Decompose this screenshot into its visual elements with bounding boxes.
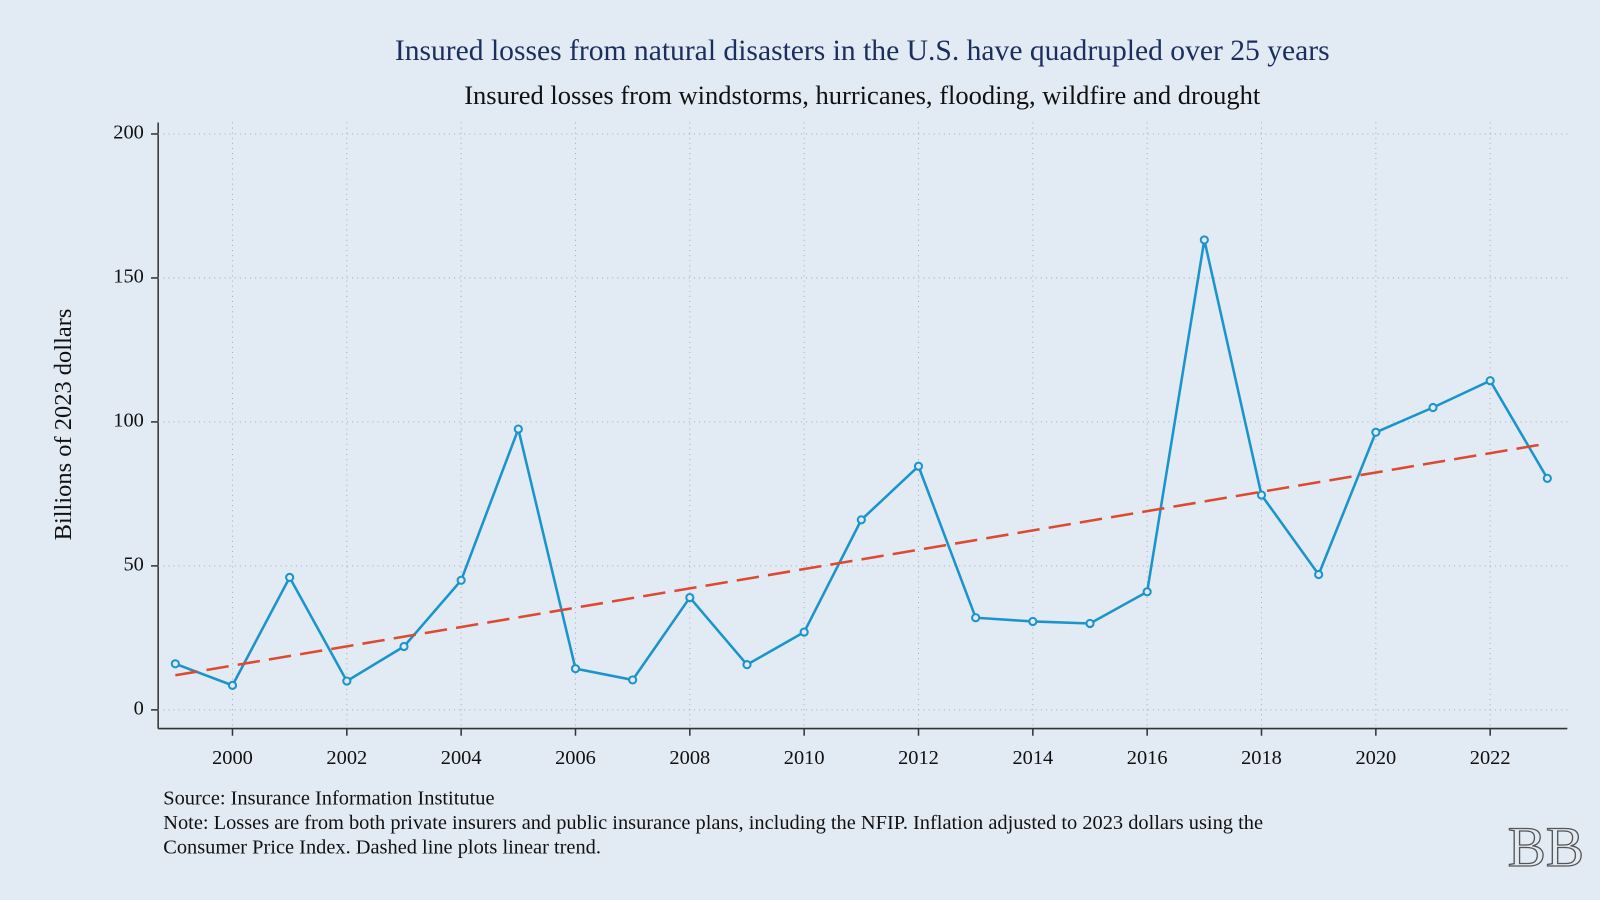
- data-point: [1485, 376, 1495, 386]
- data-point: [1542, 473, 1552, 483]
- x-tick-label: 2010: [784, 747, 825, 769]
- data-point: [570, 664, 581, 674]
- x-tick-label: 2018: [1241, 747, 1282, 769]
- x-tick-label: 2022: [1470, 747, 1511, 769]
- data-point: [1085, 618, 1095, 629]
- data-point: [227, 680, 238, 690]
- data-point: [342, 676, 352, 686]
- data-point: [1028, 616, 1038, 627]
- y-tick-label: 0: [134, 698, 144, 720]
- data-point: [685, 592, 695, 603]
- data-point: [1142, 587, 1152, 597]
- data-point: [399, 641, 409, 652]
- data-point: [285, 572, 295, 582]
- x-tick-label: 2012: [898, 747, 939, 769]
- source: Source: Insurance Information Institutue: [163, 788, 494, 810]
- note-line: Note: Losses are from both private insur…: [163, 812, 1263, 834]
- data-point: [1428, 402, 1438, 413]
- data-point: [1199, 235, 1209, 245]
- x-tick-label: 2014: [1012, 747, 1053, 769]
- chart-subtitle: Insured losses from windstorms, hurrican…: [464, 80, 1261, 110]
- x-tick-label: 2020: [1355, 747, 1396, 769]
- data-point: [1256, 490, 1267, 500]
- chart-title: Insured losses from natural disasters in…: [395, 35, 1330, 67]
- y-tick-label: 50: [123, 554, 143, 576]
- y-axis-label: Billions of 2023 dollars: [50, 309, 77, 541]
- x-tick-label: 2004: [441, 747, 482, 769]
- data-point: [170, 659, 180, 669]
- trend-line: [175, 442, 1548, 677]
- data-point: [742, 660, 752, 670]
- x-tick-label: 2006: [555, 747, 596, 769]
- data-point: [456, 575, 466, 585]
- y-tick-label: 100: [113, 410, 144, 432]
- data-point: [856, 515, 866, 525]
- y-tick-label: 150: [113, 266, 144, 288]
- data-point: [513, 424, 523, 434]
- x-tick-label: 2002: [326, 747, 367, 769]
- x-tick-label: 2016: [1127, 747, 1168, 769]
- logo: BB: [1508, 816, 1584, 879]
- y-tick-label: 200: [113, 122, 144, 144]
- note-line: Consumer Price Index. Dashed line plots …: [163, 837, 601, 859]
- x-tick-label: 2000: [212, 747, 253, 769]
- data-point: [799, 627, 809, 637]
- data-point: [1371, 427, 1381, 437]
- data-point: [913, 461, 924, 471]
- data-point: [971, 613, 981, 623]
- data-point: [1314, 569, 1324, 580]
- x-tick-label: 2008: [669, 747, 710, 769]
- data-point: [628, 675, 638, 685]
